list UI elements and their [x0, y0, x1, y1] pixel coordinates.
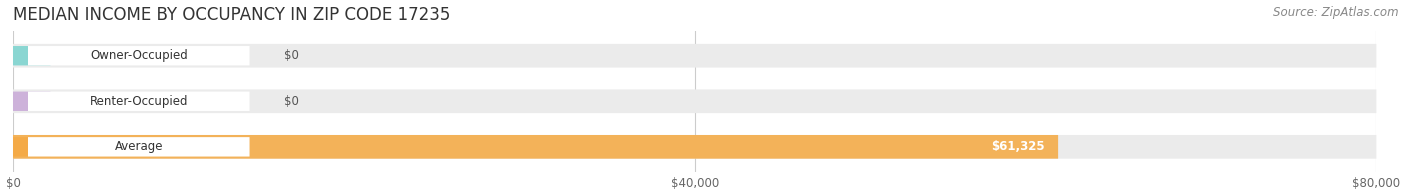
Text: Average: Average	[114, 140, 163, 153]
FancyBboxPatch shape	[28, 92, 249, 111]
FancyBboxPatch shape	[13, 137, 51, 157]
Text: Owner-Occupied: Owner-Occupied	[90, 49, 187, 62]
FancyBboxPatch shape	[13, 135, 1376, 159]
Text: MEDIAN INCOME BY OCCUPANCY IN ZIP CODE 17235: MEDIAN INCOME BY OCCUPANCY IN ZIP CODE 1…	[13, 5, 450, 24]
FancyBboxPatch shape	[13, 46, 51, 65]
Text: $0: $0	[284, 95, 298, 108]
FancyBboxPatch shape	[28, 46, 249, 65]
FancyBboxPatch shape	[13, 89, 1376, 113]
Text: $61,325: $61,325	[991, 140, 1045, 153]
FancyBboxPatch shape	[13, 44, 1376, 68]
Text: Source: ZipAtlas.com: Source: ZipAtlas.com	[1274, 6, 1399, 19]
FancyBboxPatch shape	[13, 92, 51, 111]
Text: $0: $0	[284, 49, 298, 62]
Text: Renter-Occupied: Renter-Occupied	[90, 95, 188, 108]
FancyBboxPatch shape	[13, 135, 1059, 159]
FancyBboxPatch shape	[28, 137, 249, 157]
